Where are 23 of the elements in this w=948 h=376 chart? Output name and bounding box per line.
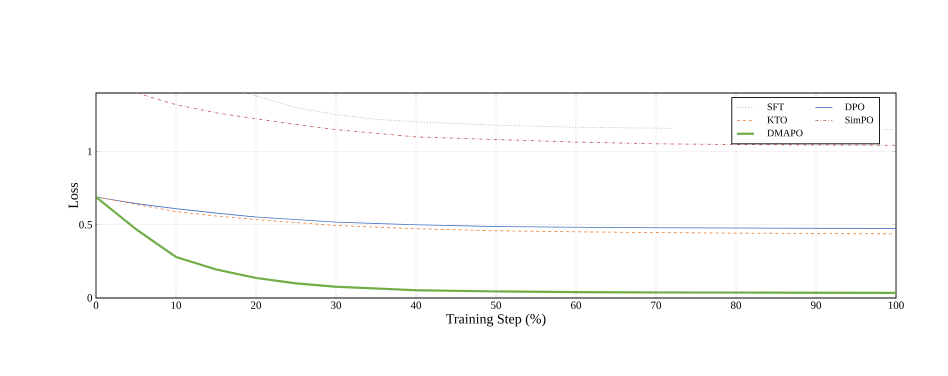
legend-label: SimPO bbox=[845, 116, 874, 124]
y-axis-title: Loss bbox=[68, 182, 78, 208]
legend-label: SFT bbox=[768, 104, 784, 110]
legend-label: KTO bbox=[767, 116, 787, 124]
x-tick-label: 70 bbox=[651, 302, 662, 309]
y-tick-label: 1 bbox=[88, 148, 92, 156]
x-tick-label: 60 bbox=[570, 302, 582, 309]
line-series bbox=[136, 92, 896, 146]
y-tick-label: 0 bbox=[87, 294, 92, 302]
x-axis-title: Training Step (%) bbox=[446, 314, 546, 326]
x-tick-label: 10 bbox=[171, 302, 182, 309]
x-tick-label: 40 bbox=[410, 302, 422, 309]
x-tick-label: 80 bbox=[730, 302, 742, 309]
x-tick-label: 50 bbox=[491, 302, 502, 309]
x-tick-label: 90 bbox=[810, 302, 822, 309]
line-series bbox=[96, 196, 896, 294]
y-tick-label: 0.5 bbox=[79, 221, 92, 229]
legend-label: DPO bbox=[845, 104, 864, 110]
x-tick-label: 0 bbox=[94, 302, 98, 309]
x-tick-label: 30 bbox=[331, 302, 342, 309]
legend-label: DMAPO bbox=[767, 130, 803, 136]
x-tick-label: 20 bbox=[251, 302, 262, 309]
x-tick-label: 100 bbox=[888, 302, 904, 309]
